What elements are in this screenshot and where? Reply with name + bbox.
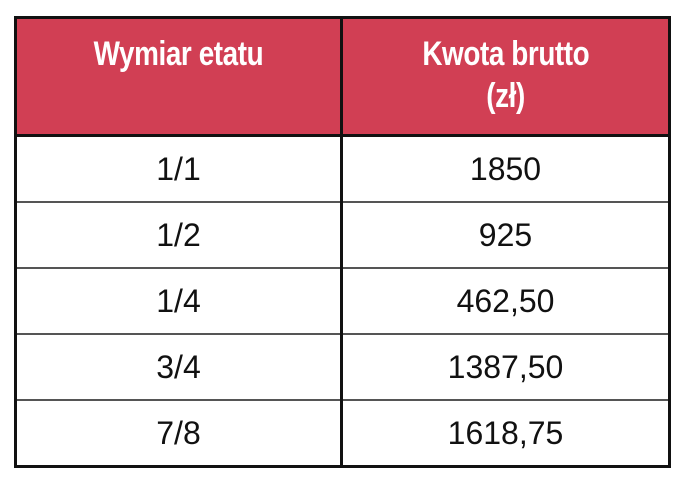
table-row: 7/8 1618,75 [14, 399, 671, 468]
table-row: 1/1 1850 [14, 134, 671, 203]
cell-wymiar-etatu: 1/1 [14, 134, 343, 203]
cell-wymiar-etatu: 1/4 [14, 267, 343, 335]
cell-kwota-brutto: 925 [340, 201, 671, 269]
table-row: 3/4 1387,50 [14, 333, 671, 401]
table-row: 1/4 462,50 [14, 267, 671, 335]
cell-kwota-brutto: 1387,50 [340, 333, 671, 401]
cell-wymiar-etatu: 3/4 [14, 333, 343, 401]
table-row: 1/2 925 [14, 201, 671, 269]
cell-wymiar-etatu: 1/2 [14, 201, 343, 269]
cell-kwota-brutto: 1618,75 [340, 399, 671, 468]
cell-wymiar-etatu: 7/8 [14, 399, 343, 468]
table-header-row: Wymiar etatu Kwota brutto (zł) [14, 16, 671, 137]
cell-kwota-brutto: 462,50 [340, 267, 671, 335]
cell-kwota-brutto: 1850 [340, 134, 671, 203]
header-kwota-brutto: Kwota brutto (zł) [340, 16, 671, 137]
salary-table: Wymiar etatu Kwota brutto (zł) 1/1 1850 1/2… [14, 16, 671, 468]
header-wymiar-etatu: Wymiar etatu [14, 16, 343, 137]
